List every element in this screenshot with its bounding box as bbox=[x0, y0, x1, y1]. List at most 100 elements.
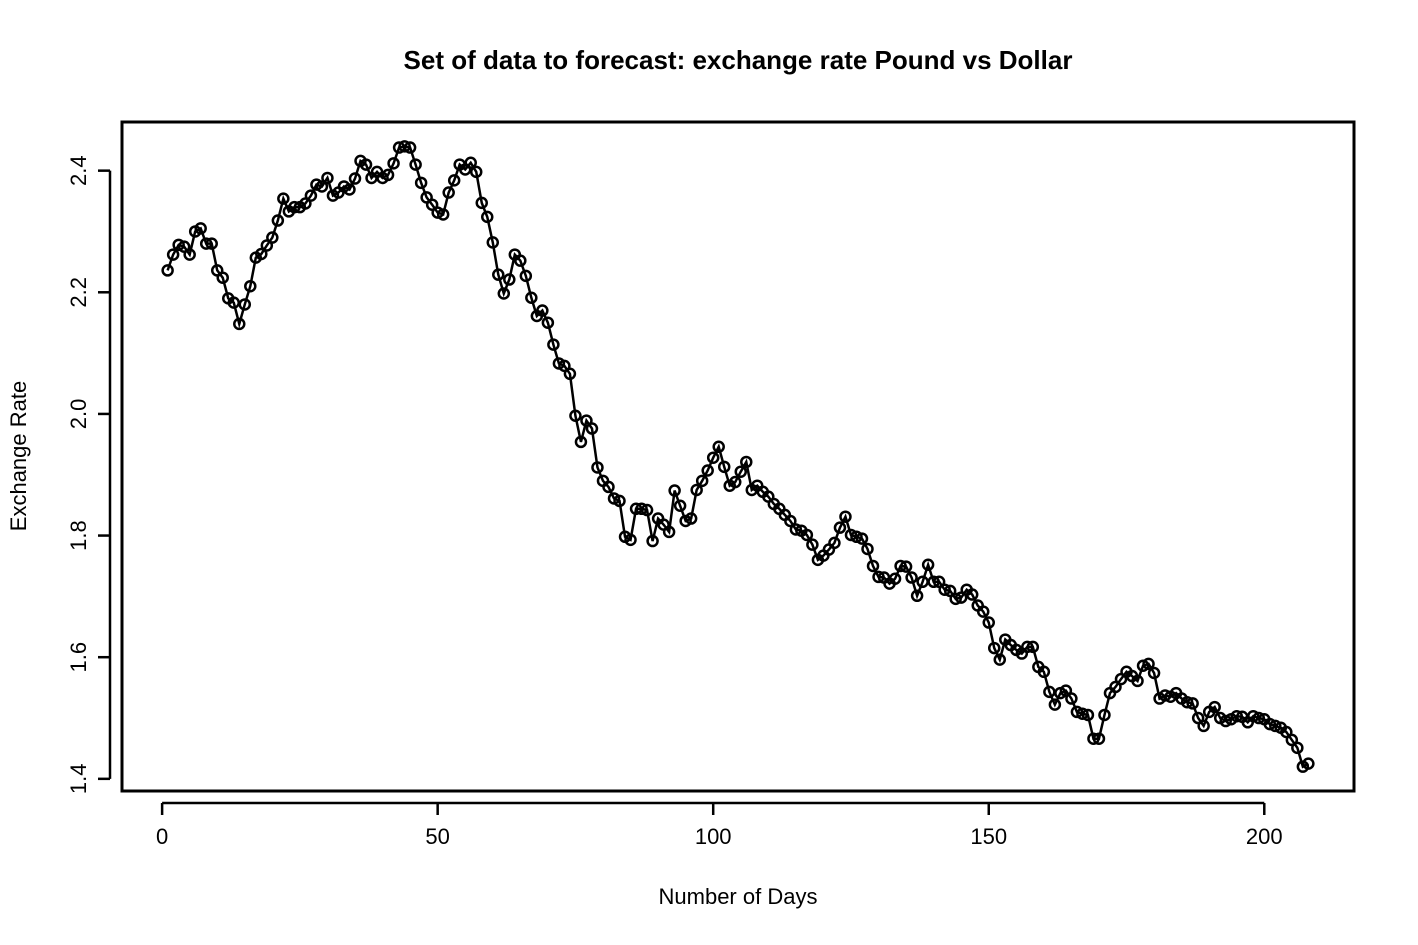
data-point bbox=[574, 435, 588, 449]
data-point bbox=[442, 186, 455, 199]
data-point bbox=[668, 484, 681, 497]
data-point bbox=[905, 571, 918, 584]
data-point bbox=[894, 559, 907, 573]
data-point bbox=[717, 460, 731, 474]
data-point bbox=[635, 502, 648, 516]
data-point bbox=[673, 499, 687, 513]
data-point bbox=[591, 461, 604, 474]
data-point bbox=[266, 231, 279, 244]
data-point bbox=[662, 525, 676, 539]
x-axis-label: Number of Days bbox=[659, 884, 818, 909]
x-tick-label: 100 bbox=[695, 824, 732, 849]
data-point bbox=[1142, 657, 1155, 671]
data-point bbox=[1230, 709, 1243, 723]
data-point bbox=[497, 287, 511, 300]
data-point bbox=[1263, 717, 1277, 731]
data-point bbox=[789, 523, 803, 536]
data-point bbox=[1247, 709, 1260, 723]
data-point bbox=[988, 641, 1001, 655]
data-point bbox=[288, 200, 301, 214]
data-point bbox=[1021, 640, 1034, 654]
data-point bbox=[1186, 697, 1199, 710]
data-point bbox=[844, 528, 858, 542]
data-point bbox=[976, 605, 990, 618]
x-tick-label: 150 bbox=[970, 824, 1007, 849]
data-point bbox=[833, 521, 847, 534]
data-point bbox=[1219, 714, 1232, 728]
data-point bbox=[199, 237, 213, 250]
data-point bbox=[800, 528, 814, 542]
data-point bbox=[348, 172, 362, 185]
data-point bbox=[1269, 719, 1282, 733]
data-point bbox=[872, 570, 885, 584]
data-point bbox=[1291, 741, 1304, 755]
data-point bbox=[712, 440, 725, 454]
data-point bbox=[1180, 695, 1194, 709]
x-tick-label: 50 bbox=[425, 824, 449, 849]
data-point bbox=[475, 196, 488, 210]
data-point bbox=[1131, 674, 1144, 688]
data-point bbox=[861, 542, 874, 556]
data-point bbox=[690, 483, 703, 497]
data-point bbox=[1026, 640, 1040, 654]
data-point bbox=[1158, 689, 1172, 702]
data-point bbox=[343, 183, 356, 196]
data-point bbox=[431, 206, 444, 219]
data-point bbox=[315, 180, 329, 193]
data-point bbox=[624, 533, 637, 547]
data-point bbox=[938, 583, 951, 596]
data-point bbox=[839, 510, 852, 523]
data-point bbox=[255, 247, 268, 261]
data-point bbox=[899, 560, 913, 573]
chart-title: Set of data to forecast: exchange rate P… bbox=[404, 45, 1073, 75]
y-tick-label: 1.4 bbox=[66, 764, 91, 795]
data-point bbox=[481, 210, 494, 224]
data-point bbox=[409, 158, 422, 171]
data-point bbox=[602, 480, 615, 494]
data-point bbox=[1048, 698, 1062, 711]
data-point bbox=[613, 494, 626, 508]
data-point bbox=[271, 214, 285, 227]
data-point bbox=[503, 273, 516, 286]
y-tick-label: 2.2 bbox=[66, 277, 91, 308]
data-point bbox=[321, 171, 334, 185]
data-point bbox=[403, 141, 417, 154]
data-point bbox=[646, 534, 659, 548]
data-point bbox=[850, 530, 863, 544]
data-point bbox=[563, 367, 577, 381]
data-point bbox=[993, 653, 1007, 666]
data-point bbox=[740, 455, 753, 469]
data-point bbox=[982, 616, 995, 629]
data-point bbox=[706, 451, 720, 464]
plot-frame bbox=[120, 120, 1356, 793]
data-point bbox=[238, 298, 252, 311]
data-point bbox=[541, 316, 555, 329]
data-point bbox=[161, 264, 174, 277]
data-point bbox=[469, 165, 483, 179]
data-point bbox=[1037, 665, 1051, 679]
y-tick-label: 1.6 bbox=[66, 642, 91, 673]
data-point bbox=[701, 464, 714, 477]
data-point bbox=[381, 168, 395, 182]
data-point bbox=[828, 536, 841, 550]
data-point bbox=[1302, 757, 1315, 770]
data-point bbox=[866, 559, 880, 573]
data-point bbox=[1076, 707, 1089, 721]
data-point bbox=[227, 296, 241, 309]
data-point bbox=[684, 512, 698, 525]
data-point bbox=[436, 208, 450, 221]
data-point bbox=[1208, 700, 1221, 714]
data-point bbox=[514, 254, 527, 267]
x-tick-label: 0 bbox=[156, 824, 168, 849]
data-point bbox=[927, 575, 940, 589]
data-point bbox=[359, 158, 373, 171]
data-point bbox=[1070, 705, 1084, 719]
data-point bbox=[1098, 708, 1111, 722]
data-point bbox=[492, 268, 505, 281]
data-point bbox=[921, 558, 935, 572]
data-point bbox=[949, 592, 962, 606]
y-tick-label: 2.4 bbox=[66, 155, 91, 186]
data-point bbox=[1147, 666, 1161, 680]
data-point bbox=[183, 248, 196, 261]
